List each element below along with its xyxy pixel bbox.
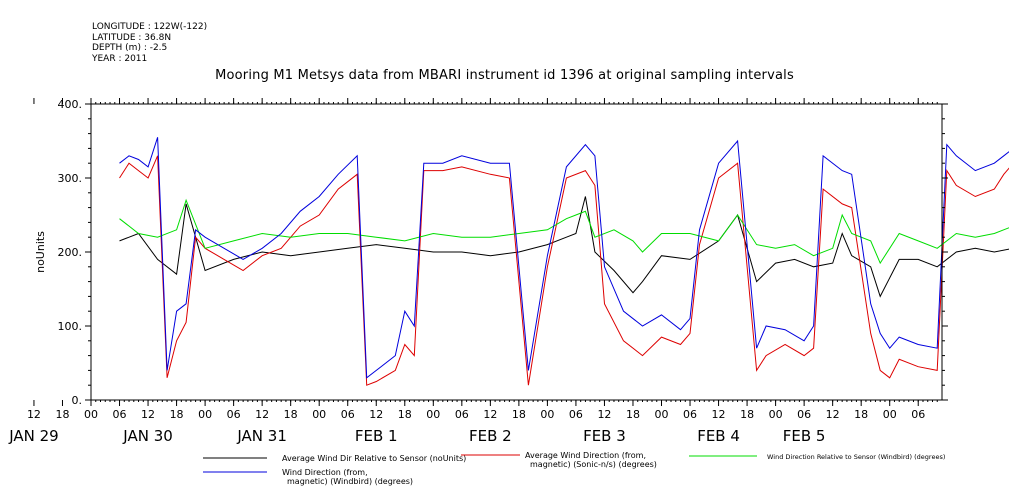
- day-label: FEB 1: [355, 427, 398, 445]
- x-tick-label: 18: [740, 408, 754, 421]
- axis-layer: 0. 100. 200. 300. 400. 12 18 00 06 12 18 00 06 12 18 00…: [8, 98, 948, 445]
- x-tick-label: 12: [483, 408, 497, 421]
- chart-title: Mooring M1 Metsys data from MBARI instru…: [215, 68, 794, 83]
- x-tick-label: 06: [341, 408, 355, 421]
- depth-label: DEPTH (m) : -2.5: [92, 43, 168, 53]
- x-tick-label: 06: [911, 408, 925, 421]
- x-tick-label: 12: [369, 408, 383, 421]
- x-tick-label: 18: [854, 408, 868, 421]
- x-tick-label: 18: [626, 408, 640, 421]
- x-tick-label: 12: [255, 408, 269, 421]
- legend: Average Wind Dir Relative to Sensor (noU…: [203, 451, 945, 486]
- x-tick-label: 06: [113, 408, 127, 421]
- x-tick-label: 12: [141, 408, 155, 421]
- x-tick-label: 18: [170, 408, 184, 421]
- y-axis-label: noUnits: [34, 231, 47, 273]
- x-tick-label: 06: [227, 408, 241, 421]
- longitude-label: LONGITUDE : 122W(-122): [92, 22, 208, 32]
- x-tick-label: 00: [426, 408, 440, 421]
- day-label: JAN 29: [8, 427, 59, 445]
- x-tick-label: 18: [398, 408, 412, 421]
- day-label: FEB 5: [783, 427, 826, 445]
- day-label: JAN 30: [122, 427, 173, 445]
- x-tick-label: 06: [455, 408, 469, 421]
- x-tick-label: 12: [826, 408, 840, 421]
- x-tick-label: 00: [312, 408, 326, 421]
- latitude-label: LATITUDE : 36.8N: [92, 32, 172, 43]
- series-line-3: [119, 137, 1009, 379]
- x-tick-label: 00: [198, 408, 212, 421]
- x-tick-label: 06: [797, 408, 811, 421]
- x-tick-label: 06: [683, 408, 697, 421]
- y-tick-label: 200.: [58, 246, 83, 259]
- x-tick-label: 12: [712, 408, 726, 421]
- y-tick-label: 100.: [58, 320, 83, 333]
- day-label: JAN 31: [236, 427, 287, 445]
- y-tick-label: 0.: [72, 394, 83, 407]
- x-tick-label: 06: [569, 408, 583, 421]
- legend-label-2: Wind Direction Relative to Sensor (Windb…: [767, 453, 945, 461]
- legend-label-0: Average Wind Dir Relative to Sensor (noU…: [282, 454, 466, 463]
- day-label: FEB 4: [697, 427, 740, 445]
- x-tick-label: 00: [655, 408, 669, 421]
- metadata-block: LONGITUDE : 122W(-122) LATITUDE : 36.8N …: [92, 22, 207, 64]
- x-tick-label: 12: [597, 408, 611, 421]
- series-line-0: [119, 196, 1009, 298]
- series-line-1: [119, 155, 1009, 386]
- legend-label-3: Wind Direction (from, magnetic) (Windbird…: [282, 468, 413, 486]
- x-tick-label: 00: [769, 408, 783, 421]
- x-tick-label: 18: [55, 408, 69, 421]
- y-tick-label: 400.: [58, 98, 83, 111]
- x-tick-label: 12: [27, 408, 41, 421]
- series-line-2: [119, 198, 1009, 265]
- y-tick-label: 300.: [58, 172, 83, 185]
- day-label: FEB 3: [583, 427, 626, 445]
- x-tick-label: 00: [883, 408, 897, 421]
- x-tick-label: 00: [84, 408, 98, 421]
- x-tick-label: 18: [284, 408, 298, 421]
- year-label: YEAR : 2011: [92, 53, 148, 64]
- x-tick-label: 18: [512, 408, 526, 421]
- day-label: FEB 2: [469, 427, 512, 445]
- series-layer: [119, 137, 1009, 386]
- x-tick-label: 00: [540, 408, 554, 421]
- legend-label-1: Average Wind Direction (from, magnetic) (…: [525, 451, 657, 469]
